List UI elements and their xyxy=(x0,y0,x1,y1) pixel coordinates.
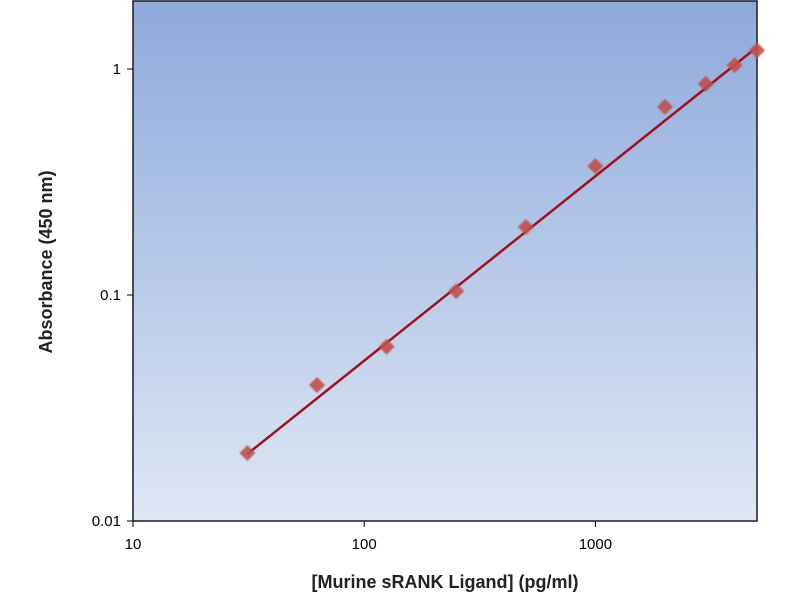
y-tick-label: 1 xyxy=(113,61,121,78)
plot-area xyxy=(132,0,758,522)
data-point xyxy=(448,283,465,300)
data-point xyxy=(726,57,743,74)
x-axis-label: [Murine sRANK Ligand] (pg/ml) xyxy=(312,572,579,592)
data-point xyxy=(378,338,395,355)
y-tick-label: 0.1 xyxy=(100,287,121,304)
data-point xyxy=(309,376,326,393)
x-tick-label: 100 xyxy=(352,536,377,553)
data-point xyxy=(656,98,673,115)
x-tick-label: 1000 xyxy=(579,536,612,553)
y-axis-label: Absorbance (450 nm) xyxy=(36,170,56,353)
data-point xyxy=(749,42,765,59)
data-point xyxy=(239,444,256,461)
x-tick-label: 10 xyxy=(125,536,142,553)
fit-line xyxy=(246,46,758,455)
data-point xyxy=(697,75,714,92)
y-tick-label: 0.01 xyxy=(92,513,121,530)
data-point xyxy=(587,158,604,175)
data-point xyxy=(517,218,534,235)
